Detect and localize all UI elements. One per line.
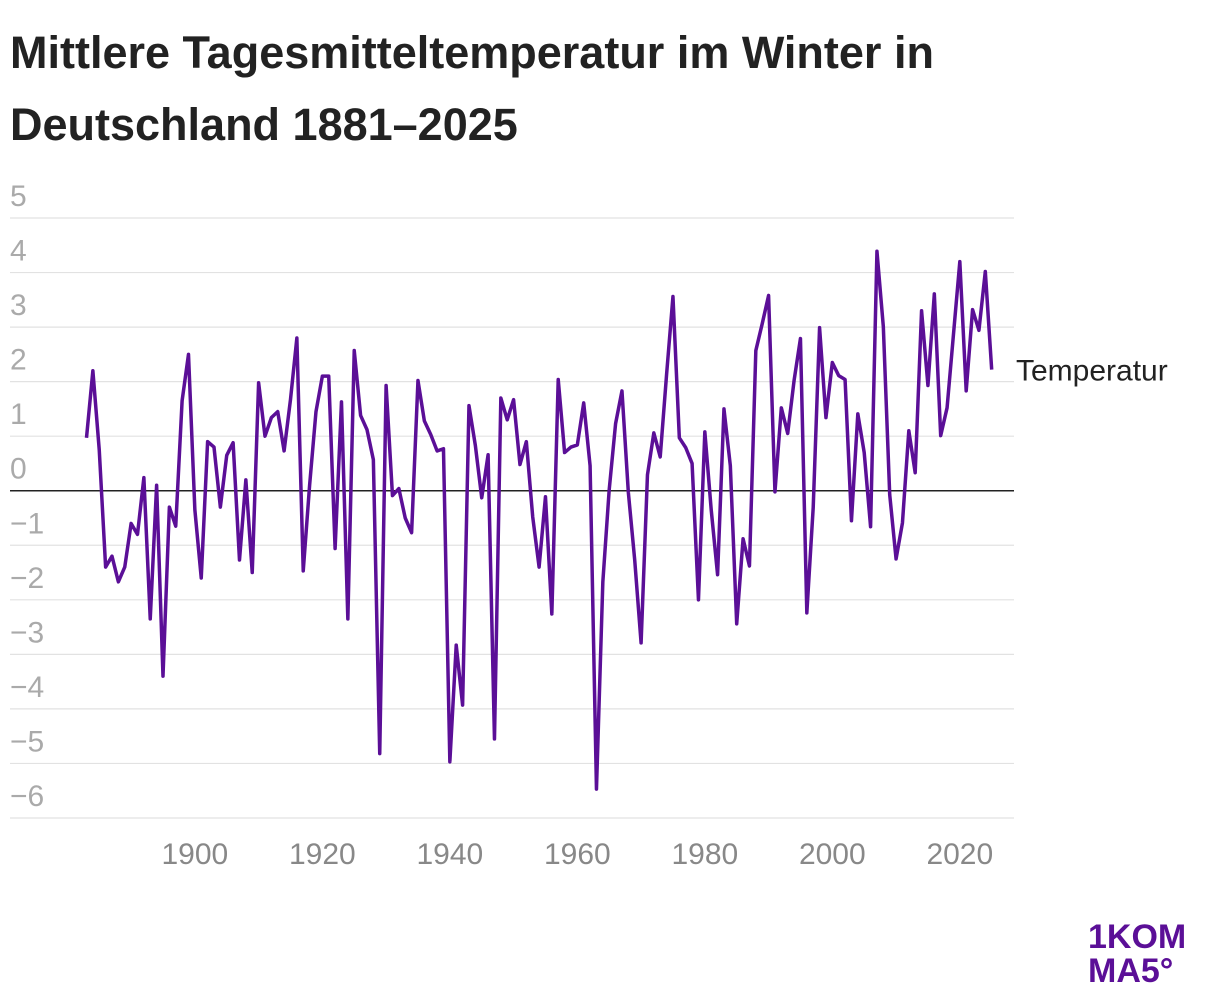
x-tick-label: 1900 bbox=[161, 838, 228, 871]
x-tick-label: 1980 bbox=[671, 838, 738, 871]
x-tick-label: 1920 bbox=[289, 838, 356, 871]
y-tick-label: −3 bbox=[10, 616, 44, 649]
y-tick-label: −2 bbox=[10, 562, 44, 595]
logo: 1KOM bbox=[1088, 918, 1186, 956]
chart-title: Deutschland 1881–2025 bbox=[10, 99, 518, 150]
x-tick-label: 2000 bbox=[799, 838, 866, 871]
y-tick-label: 0 bbox=[10, 453, 27, 486]
y-tick-label: 5 bbox=[10, 180, 27, 213]
y-tick-label: 4 bbox=[10, 235, 27, 268]
y-tick-label: −4 bbox=[10, 671, 44, 704]
y-tick-label: 2 bbox=[10, 344, 27, 377]
x-tick-label: 1960 bbox=[544, 838, 611, 871]
chart-title: Mittlere Tagesmitteltemperatur im Winter… bbox=[10, 27, 934, 78]
y-tick-label: 1 bbox=[10, 398, 27, 431]
logo: MA5° bbox=[1088, 952, 1173, 990]
y-tick-label: −5 bbox=[10, 725, 44, 758]
data-line bbox=[84, 249, 994, 791]
x-tick-label: 2020 bbox=[926, 838, 993, 871]
y-tick-label: −1 bbox=[10, 507, 44, 540]
y-tick-label: −6 bbox=[10, 780, 44, 813]
x-tick-label: 1940 bbox=[416, 838, 483, 871]
series-label: Temperatur bbox=[1016, 355, 1168, 388]
y-tick-label: 3 bbox=[10, 289, 27, 322]
